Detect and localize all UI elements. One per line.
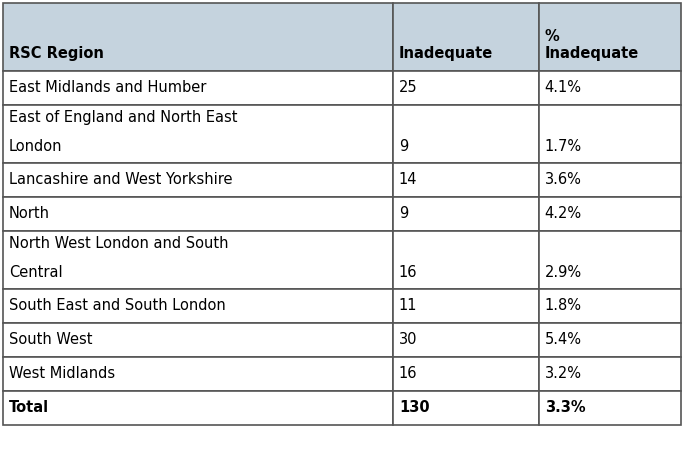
Bar bbox=[3, 163, 393, 197]
Text: North West London and South: North West London and South bbox=[9, 236, 228, 251]
Text: Lancashire and West Yorkshire: Lancashire and West Yorkshire bbox=[9, 172, 233, 187]
Text: North: North bbox=[9, 207, 50, 222]
Bar bbox=[393, 323, 538, 357]
Text: 4.2%: 4.2% bbox=[544, 207, 582, 222]
Bar bbox=[393, 3, 538, 71]
Bar bbox=[393, 71, 538, 105]
Text: 16: 16 bbox=[399, 265, 417, 280]
Bar bbox=[3, 289, 393, 323]
Bar bbox=[393, 357, 538, 391]
Bar bbox=[393, 197, 538, 231]
Text: 4.1%: 4.1% bbox=[544, 81, 581, 96]
Text: %
Inadequate: % Inadequate bbox=[544, 29, 639, 61]
Text: South East and South London: South East and South London bbox=[9, 298, 226, 313]
Text: RSC Region: RSC Region bbox=[9, 46, 104, 61]
Text: London: London bbox=[9, 139, 62, 154]
Bar bbox=[538, 3, 681, 71]
Bar bbox=[538, 197, 681, 231]
Text: 11: 11 bbox=[399, 298, 417, 313]
Bar bbox=[538, 357, 681, 391]
Text: 9: 9 bbox=[399, 139, 408, 154]
Bar bbox=[3, 105, 393, 163]
Text: 3.3%: 3.3% bbox=[544, 400, 586, 415]
Bar bbox=[538, 391, 681, 425]
Bar bbox=[538, 231, 681, 289]
Text: 1.7%: 1.7% bbox=[544, 139, 582, 154]
Bar bbox=[538, 289, 681, 323]
Text: Total: Total bbox=[9, 400, 49, 415]
Bar bbox=[538, 163, 681, 197]
Text: West Midlands: West Midlands bbox=[9, 366, 115, 381]
Bar bbox=[3, 3, 393, 71]
Text: 3.6%: 3.6% bbox=[544, 172, 581, 187]
Bar bbox=[538, 71, 681, 105]
Bar bbox=[393, 391, 538, 425]
Bar bbox=[3, 231, 393, 289]
Text: 9: 9 bbox=[399, 207, 408, 222]
Bar bbox=[393, 105, 538, 163]
Text: 3.2%: 3.2% bbox=[544, 366, 581, 381]
Text: 25: 25 bbox=[399, 81, 417, 96]
Text: Inadequate: Inadequate bbox=[399, 46, 493, 61]
Bar bbox=[393, 289, 538, 323]
Text: 2.9%: 2.9% bbox=[544, 265, 582, 280]
Text: 16: 16 bbox=[399, 366, 417, 381]
Bar bbox=[393, 231, 538, 289]
Bar bbox=[3, 71, 393, 105]
Text: East Midlands and Humber: East Midlands and Humber bbox=[9, 81, 207, 96]
Text: 1.8%: 1.8% bbox=[544, 298, 581, 313]
Text: 30: 30 bbox=[399, 333, 417, 348]
Text: 130: 130 bbox=[399, 400, 430, 415]
Text: 14: 14 bbox=[399, 172, 417, 187]
Bar bbox=[3, 197, 393, 231]
Text: South West: South West bbox=[9, 333, 92, 348]
Bar bbox=[393, 163, 538, 197]
Text: East of England and North East: East of England and North East bbox=[9, 110, 237, 125]
Text: 5.4%: 5.4% bbox=[544, 333, 581, 348]
Text: Central: Central bbox=[9, 265, 63, 280]
Bar bbox=[3, 391, 393, 425]
Bar bbox=[3, 357, 393, 391]
Bar bbox=[3, 323, 393, 357]
Bar bbox=[538, 323, 681, 357]
Bar bbox=[538, 105, 681, 163]
